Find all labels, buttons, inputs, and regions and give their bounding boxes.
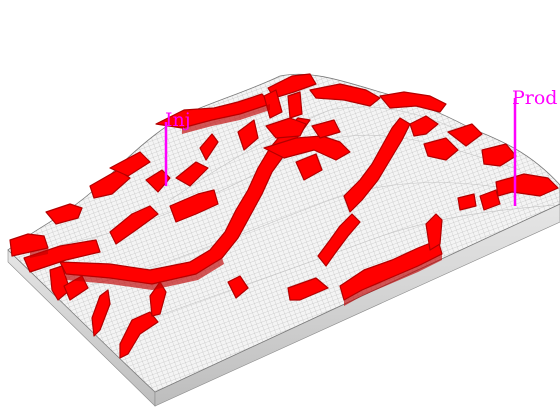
channel-body <box>227 275 249 299</box>
channel-body <box>311 119 341 139</box>
channel-body <box>481 143 517 167</box>
producer-well-label: Prod <box>512 87 557 109</box>
channel-body <box>23 239 101 273</box>
channel-body <box>169 189 219 223</box>
channel-body <box>89 169 131 199</box>
channel-body <box>199 133 219 161</box>
channel-body <box>409 115 439 137</box>
channel-body <box>447 123 483 147</box>
channel-body <box>109 151 151 177</box>
channel-body <box>495 173 559 197</box>
channel-body <box>479 189 501 211</box>
channel-body <box>45 203 83 225</box>
channel-body <box>425 213 443 251</box>
channel-body <box>265 117 307 139</box>
channel-body <box>317 213 361 267</box>
channel-body <box>91 289 111 337</box>
injector-well-label: Inj <box>165 109 191 131</box>
channel-body <box>423 137 459 161</box>
channel-body <box>119 311 159 359</box>
channel-body <box>109 205 159 245</box>
channel-body <box>175 161 209 187</box>
channel-body <box>145 169 171 193</box>
channel-body <box>263 135 351 161</box>
injector-well: Inj <box>164 109 191 186</box>
channel-body <box>237 119 259 151</box>
channel-body <box>295 153 323 181</box>
channel-body <box>457 193 477 211</box>
channel-body <box>287 91 303 119</box>
channel-shading <box>30 104 442 306</box>
high-permeability-channels <box>9 73 559 359</box>
producer-well: Prod <box>512 87 557 206</box>
channel-body <box>309 83 381 107</box>
channel-body <box>49 265 71 301</box>
channel-body <box>379 91 447 113</box>
channel-body <box>287 277 329 301</box>
